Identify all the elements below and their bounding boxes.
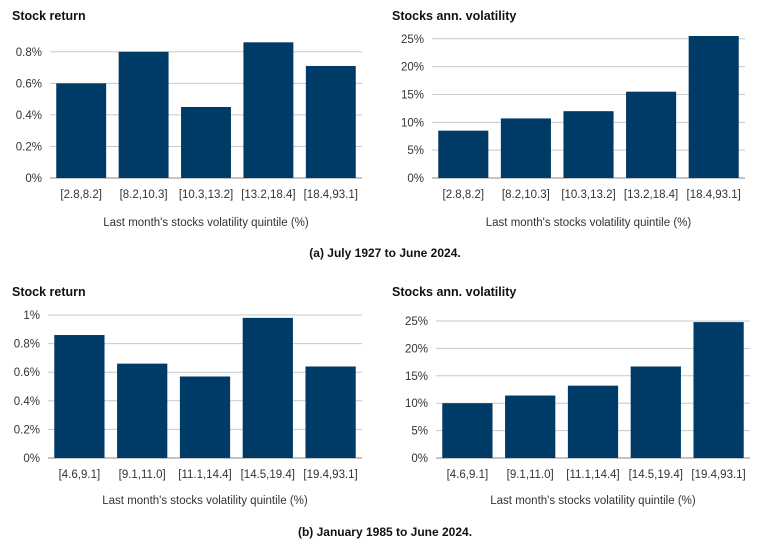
x-tick-label: [4.6,9.1] [59,469,101,481]
y-tick-label: 25% [401,34,424,46]
bar [567,385,619,458]
x-tick-label: [14.5,19.4] [629,469,683,481]
x-tick-label: [8.2,10.3] [120,189,168,201]
y-tick-label: 0% [23,453,40,465]
bar [438,130,489,178]
chart-panel-4: Stocks ann. volatility 0% 5% 10% 15% 20% 25% [4… [392,285,750,507]
bar [179,376,231,458]
bar [54,335,105,458]
bar [505,395,556,458]
y-tick-label: 5% [407,145,424,157]
bar [118,51,169,178]
x-tick-label: [18.4,93.1] [304,189,358,201]
x-tick-label: [18.4,93.1] [687,189,741,201]
x-tick-label: [14.5,19.4] [241,469,295,481]
y-tick-label: 20% [401,62,424,74]
x-tick-label: [13.2,18.4] [241,189,295,201]
y-tick-label: 20% [405,343,428,355]
bar [117,363,168,458]
bar [305,366,356,458]
y-tick-label: 0.6% [16,78,42,90]
x-tick-label: [13.2,18.4] [624,189,678,201]
bar [243,42,294,178]
bar [626,91,677,178]
x-tick-label: [10.3,13.2] [179,189,233,201]
y-tick-label: 25% [405,316,428,328]
x-tick-label: [4.6,9.1] [447,469,489,481]
chart-title: Stock return [12,285,86,299]
bar [181,107,231,178]
y-tick-label: 0.6% [14,367,40,379]
y-tick-label: 10% [405,398,428,410]
chart-title: Stock return [12,9,86,23]
x-tick-label: [19.4,93.1] [691,469,745,481]
x-tick-label: [10.3,13.2] [561,189,615,201]
caption-a: (a) July 1927 to June 2024. [309,246,461,260]
chart-panel-1: Stock return 0% 0.2% 0.4% 0.6% 0.8% [2.8,8.2] [… [12,9,362,229]
bar [305,65,356,178]
bar [442,403,493,458]
bar [56,83,107,178]
x-tick-label: [2.8,8.2] [443,189,485,201]
bar [630,366,681,458]
y-tick-label: 0.8% [16,47,42,59]
y-tick-label: 5% [411,426,428,438]
x-tick-label: [9.1,11.0] [507,469,554,481]
y-tick-label: 0.4% [16,110,42,122]
bar [242,317,293,458]
x-tick-label: [9.1,11.0] [119,469,166,481]
x-axis-label: Last month's stocks volatility quintile … [102,495,308,507]
bar [693,322,744,458]
bar [688,36,739,178]
x-tick-label: [11.1,14.4] [178,469,232,481]
y-tick-label: 0% [411,453,428,465]
bar [563,111,614,178]
chart-panel-2: Stocks ann. volatility 0% 5% 10% 15% 20% 25% [2… [392,9,745,229]
x-tick-label: [8.2,10.3] [502,189,550,201]
y-tick-label: 0% [25,173,42,185]
y-tick-label: 1% [23,310,40,322]
x-axis-label: Last month's stocks volatility quintile … [486,217,692,229]
y-tick-label: 0.2% [16,141,42,153]
x-axis-label: Last month's stocks volatility quintile … [103,217,309,229]
x-tick-label: [2.8,8.2] [60,189,102,201]
x-tick-label: [11.1,14.4] [566,469,620,481]
y-tick-label: 0.2% [14,424,40,436]
chart-panel-3: Stock return 0% 0.2% 0.4% 0.6% 0.8% 1% [4.6,9.1… [12,285,362,507]
y-tick-label: 10% [401,117,424,129]
bar [500,118,551,178]
y-tick-label: 0.4% [14,396,40,408]
chart-title: Stocks ann. volatility [392,285,516,299]
x-axis-label: Last month's stocks volatility quintile … [490,495,696,507]
y-tick-label: 15% [401,89,424,101]
y-tick-label: 0.8% [14,339,40,351]
chart-title: Stocks ann. volatility [392,9,516,23]
caption-b: (b) January 1985 to June 2024. [297,525,473,539]
x-tick-label: [19.4,93.1] [303,469,357,481]
y-tick-label: 15% [405,371,428,383]
y-tick-label: 0% [407,173,424,185]
